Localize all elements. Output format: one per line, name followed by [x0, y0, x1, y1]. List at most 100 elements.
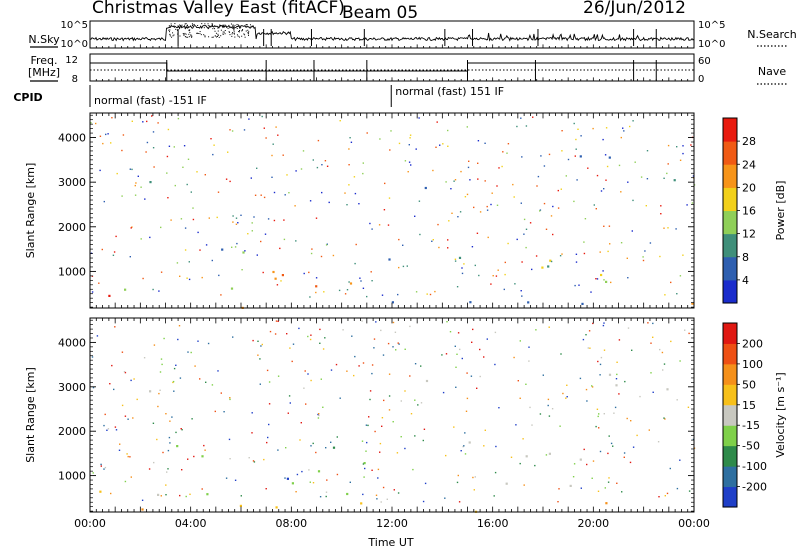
colorbar-swatch [723, 256, 737, 281]
time-axis-label: Time UT [367, 536, 413, 549]
range-gate-cell [464, 453, 467, 455]
range-gate-cell [291, 482, 294, 485]
nsearch-dot [240, 26, 242, 28]
nsearch-dot [197, 25, 199, 27]
nsearch-dot [223, 31, 225, 33]
range-gate-cell [235, 223, 238, 225]
nsearch-dot [191, 36, 193, 38]
range-gate-cell [161, 363, 163, 366]
nsearch-dot [183, 34, 185, 36]
range-gate-cell [504, 273, 506, 276]
range-gate-cell [148, 468, 151, 470]
range-gate-cell [108, 294, 111, 297]
range-gate-cell [679, 275, 682, 277]
range-gate-cell [189, 493, 191, 495]
range-gate-cell [318, 414, 320, 417]
range-gate-cell [275, 126, 277, 128]
range-gate-cell [177, 338, 179, 341]
nsearch-dot [181, 24, 183, 26]
range-gate-cell [597, 360, 599, 363]
range-gate-cell [396, 452, 399, 454]
nsearch-dot [173, 26, 175, 28]
range-gate-cell [503, 288, 505, 291]
range-gate-cell [371, 280, 373, 282]
nsearch-dot [239, 27, 241, 29]
range-gate-cell [432, 169, 434, 172]
range-gate-cell [141, 508, 144, 511]
nsearch-dot [174, 23, 176, 25]
range-gate-cell [259, 358, 261, 360]
range-gate-cell [382, 486, 385, 489]
range-gate-cell [299, 439, 301, 441]
range-gate-cell [366, 441, 368, 444]
range-gate-cell [626, 257, 628, 259]
nsearch-dot [212, 36, 214, 38]
range-gate-cell [608, 373, 612, 376]
range-gate-cell [157, 405, 159, 408]
range-gate-cell [221, 248, 224, 251]
range-gate-cell [132, 417, 134, 419]
nsearch-dot [176, 29, 178, 31]
range-gate-cell [585, 388, 588, 391]
range-gate-cell [550, 215, 553, 217]
range-gate-cell [173, 146, 175, 148]
range-gate-cell [220, 392, 222, 394]
nsearch-dot [211, 36, 213, 38]
range-gate-cell [366, 132, 368, 134]
range-gate-cell [332, 254, 335, 257]
range-gate-cell [114, 326, 116, 328]
range-gate-cell [320, 255, 323, 258]
range-gate-cell [371, 469, 373, 471]
range-gate-cell [288, 192, 290, 194]
range-gate-cell [463, 263, 465, 265]
range-gate-cell [597, 415, 599, 418]
range-gate-cell [620, 242, 623, 244]
range-gate-cell [484, 142, 486, 144]
range-gate-cell [346, 204, 348, 206]
nsearch-dot [245, 30, 247, 32]
range-gate-cell [239, 504, 242, 507]
range-gate-cell [116, 172, 118, 175]
range-gate-cell [328, 201, 330, 204]
range-gate-cell [254, 194, 257, 196]
range-gate-cell [523, 484, 525, 486]
range-gate-cell [252, 460, 255, 462]
range-gate-cell [394, 331, 397, 333]
range-gate-cell [232, 215, 234, 217]
range-gate-cell [252, 339, 254, 342]
range-gate-cell [691, 302, 694, 305]
range-gate-cell [274, 333, 277, 335]
nsearch-dot [233, 26, 235, 28]
range-gate-cell [143, 357, 146, 359]
range-gate-cell [525, 455, 528, 458]
range-gate-cell [362, 162, 364, 164]
range-gate-cell [652, 336, 654, 338]
range-gate-cell [315, 217, 318, 219]
nsearch-dot [246, 24, 248, 26]
range-gate-cell [582, 338, 585, 341]
range-gate-cell [349, 282, 353, 285]
nsearch-dot [236, 27, 238, 29]
range-gate-cell [583, 448, 585, 451]
range-gate-cell [660, 213, 662, 215]
range-gate-cell [383, 399, 385, 402]
range-gate-cell [435, 146, 437, 148]
range-gate-cell [608, 435, 610, 437]
range-gate-cell [186, 183, 188, 186]
nsearch-dot [191, 35, 193, 37]
range-gate-cell [265, 488, 267, 490]
range-gate-cell [543, 165, 546, 167]
range-gate-cell [204, 449, 206, 451]
range-gate-cell [623, 452, 626, 454]
nsearch-dot [170, 23, 172, 25]
range-gate-cell [276, 284, 279, 286]
range-gate-cell [248, 118, 250, 120]
nsearch-dot [204, 35, 206, 37]
range-gate-cell [231, 246, 233, 248]
range-gate-cell [659, 255, 661, 258]
range-gate-cell [165, 484, 167, 486]
range-gate-cell [232, 221, 234, 223]
range-gate-cell [300, 422, 302, 424]
range-gate-cell [171, 416, 173, 418]
nsearch-dot [238, 31, 240, 33]
